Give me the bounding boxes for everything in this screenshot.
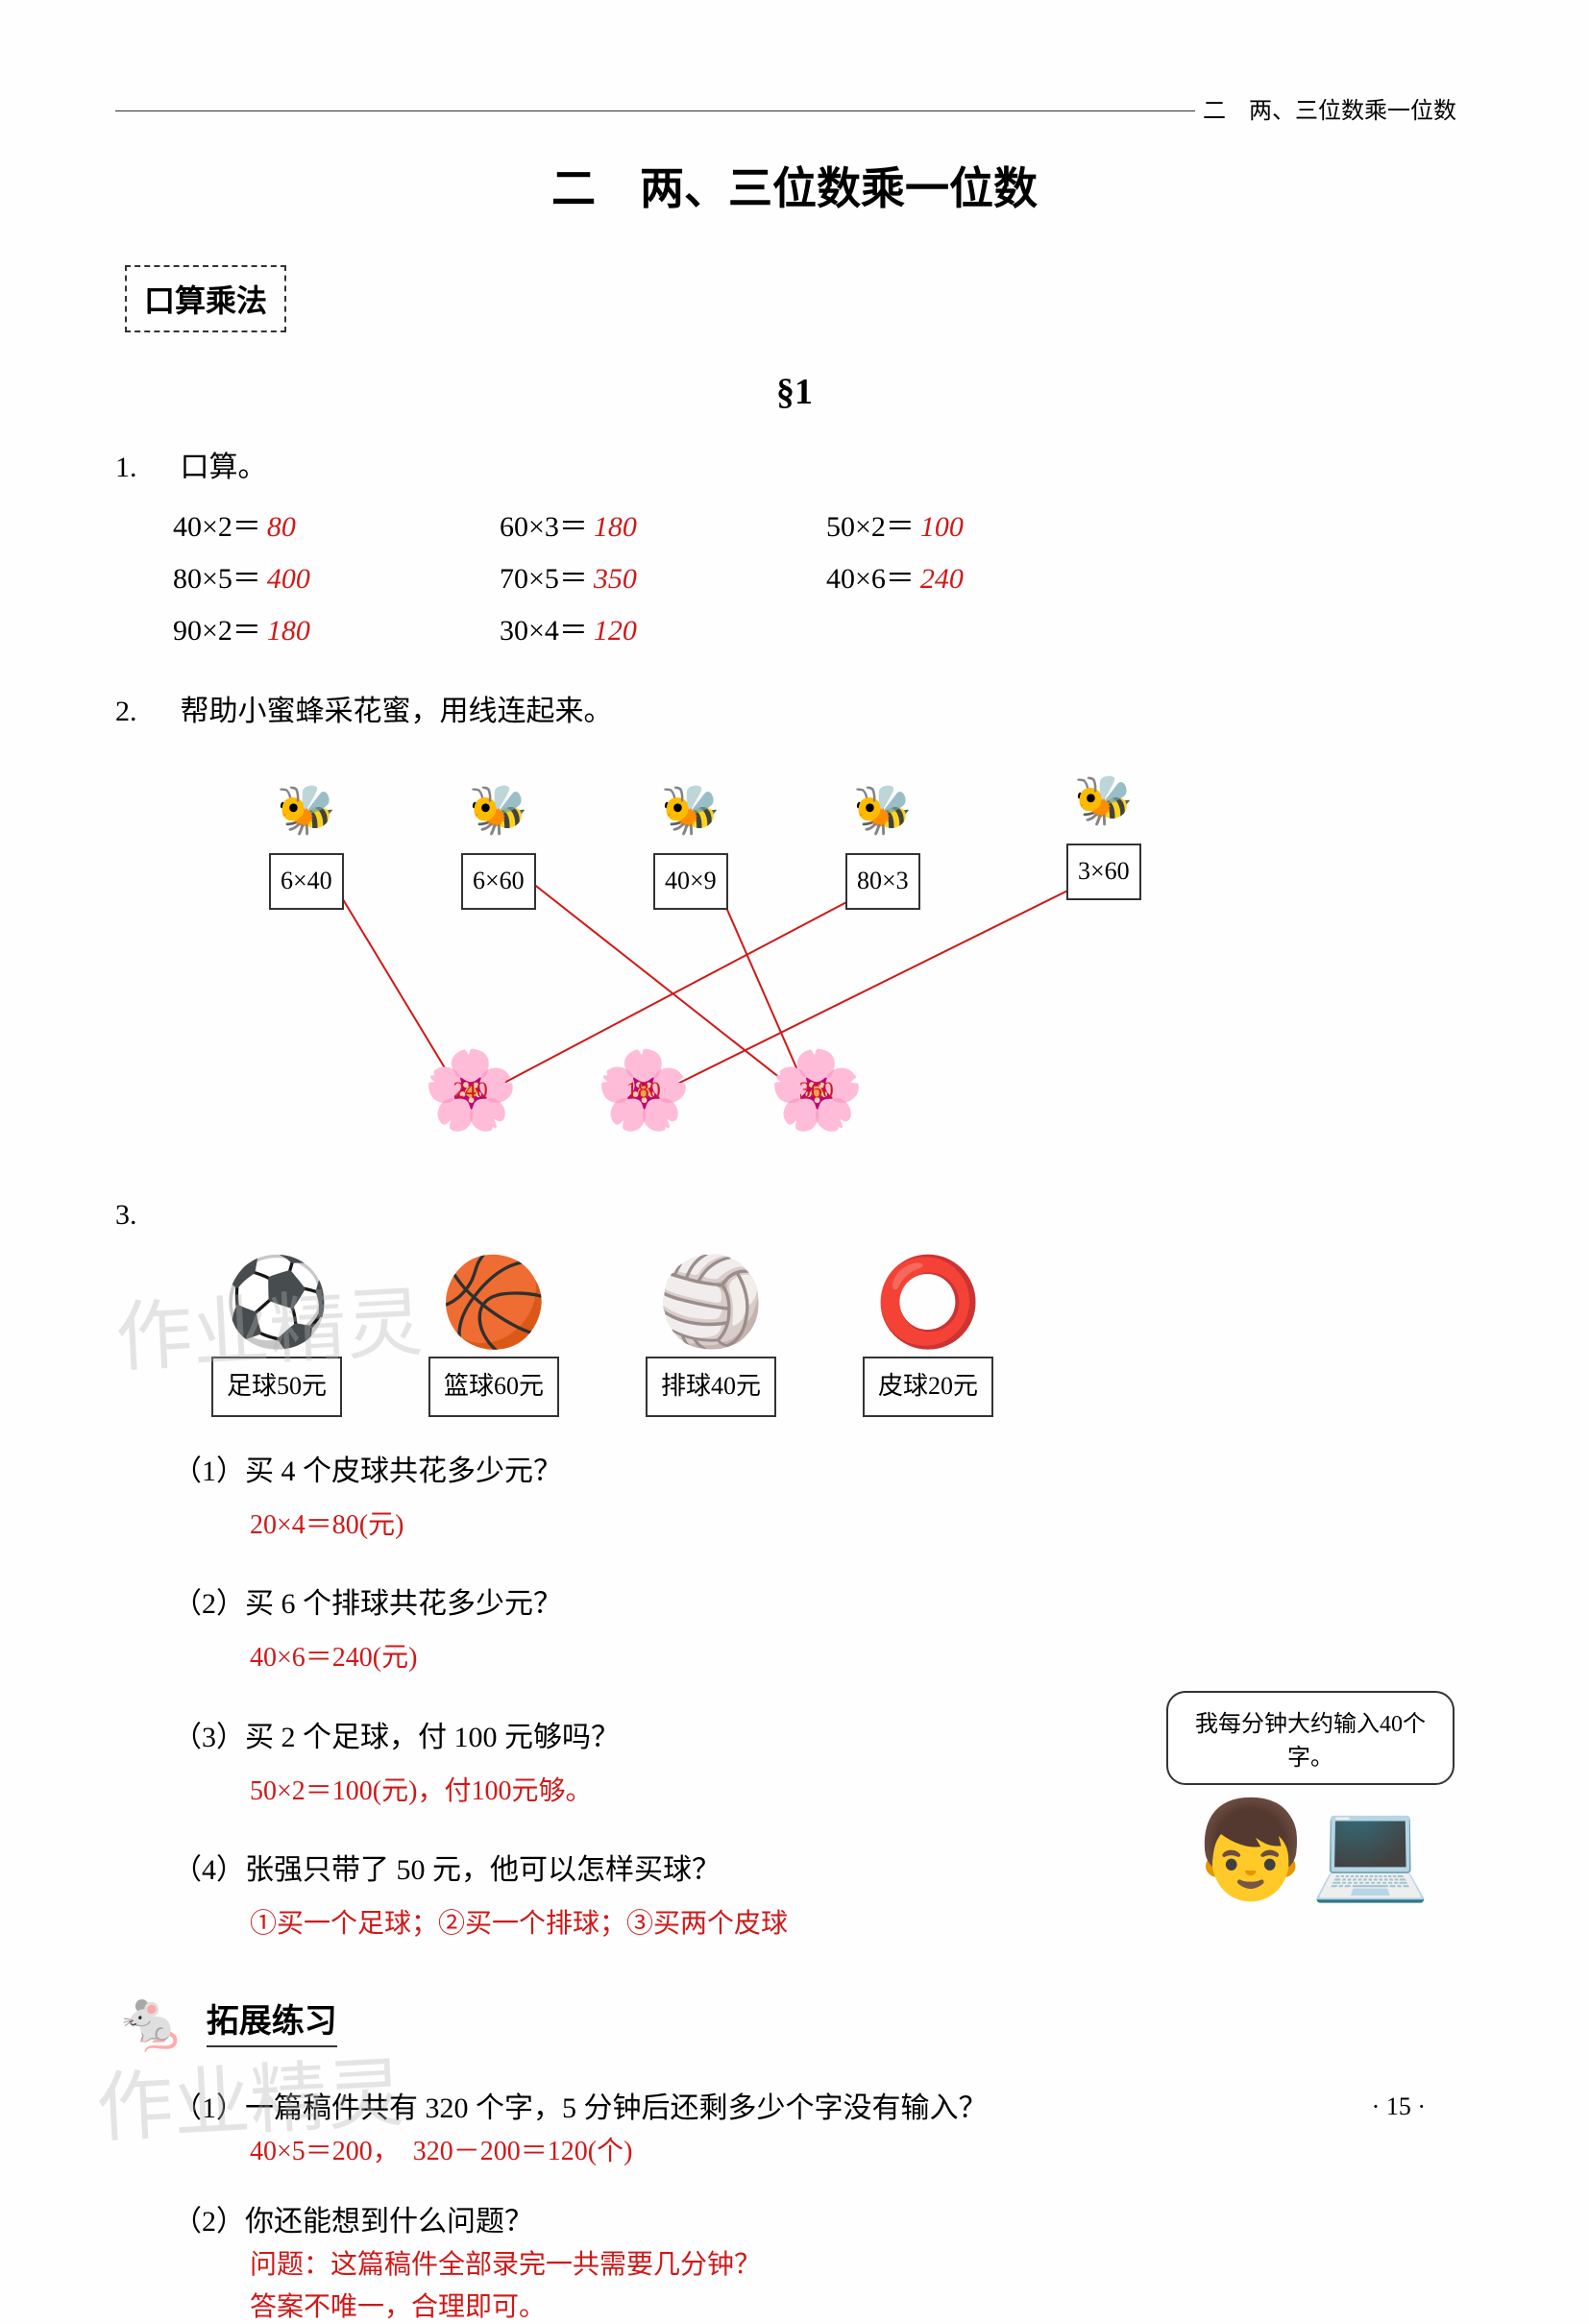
- bee-icon: 🐝: [269, 767, 344, 853]
- p1-label: 1.: [115, 442, 173, 494]
- chapter-title: 二 两、三位数乘一位数: [115, 154, 1474, 217]
- calc-item: 60×3＝180: [500, 501, 826, 553]
- ball-icon: ⭕: [863, 1260, 993, 1347]
- sub-question: （2）买 6 个排球共花多少元？: [173, 1578, 1474, 1630]
- flower-item: 🌸360: [769, 1022, 865, 1161]
- ball-label: 排球40元: [646, 1357, 776, 1417]
- calc-grid: 40×2＝80 60×3＝180 50×2＝100 80×5＝400 70×5＝…: [173, 501, 1474, 657]
- ball-label: 篮球60元: [428, 1357, 559, 1417]
- bee-label: 80×3: [845, 853, 920, 910]
- calc-item: 40×2＝80: [173, 501, 500, 553]
- p3-label: 3.: [115, 1189, 173, 1241]
- flower-icon: 🌸240: [423, 1022, 519, 1161]
- flower-item: 🌸240: [423, 1022, 519, 1161]
- speech-area: 我每分钟大约输入40个字。 👦💻: [1166, 1691, 1455, 1907]
- bee-label: 40×9: [653, 853, 728, 910]
- problem-2: 2. 帮助小蜜蜂采花蜜，用线连起来。 🐝6×40🐝6×60🐝40×9🐝80×3🐝…: [115, 686, 1474, 1161]
- balls-row: ⚽ 足球50元 🏀 篮球60元 🏐 排球40元 ⭕ 皮球20元: [211, 1260, 1474, 1417]
- header-chapter: 二 两、三位数乘一位数: [1195, 91, 1464, 125]
- ball-label: 皮球20元: [863, 1357, 993, 1417]
- ball-label: 足球50元: [211, 1357, 342, 1417]
- boy-computer-icon: 👦💻: [1190, 1795, 1430, 1907]
- flower-label: 240: [453, 1070, 488, 1112]
- page-number: · 15 ·: [1372, 2092, 1426, 2121]
- calc-item: 40×6＝240: [826, 553, 1153, 605]
- calc-item: 70×5＝350: [500, 553, 826, 605]
- flower-label: 360: [799, 1070, 834, 1112]
- ball-item: 🏀 篮球60元: [428, 1260, 559, 1417]
- section-number: §1: [115, 371, 1474, 413]
- sub-question: （1）买 4 个皮球共花多少元？: [173, 1446, 1474, 1498]
- ball-item: ⭕ 皮球20元: [863, 1260, 993, 1417]
- bee-label: 6×40: [269, 853, 344, 910]
- p2-title: 帮助小蜜蜂采花蜜，用线连起来。: [181, 696, 613, 727]
- ball-item: 🏐 排球40元: [646, 1260, 776, 1417]
- ball-icon: ⚽: [211, 1260, 342, 1347]
- bee-icon: 🐝: [461, 767, 536, 853]
- calc-item: 90×2＝180: [173, 605, 500, 657]
- calc-item: 80×5＝400: [173, 553, 500, 605]
- bee-icon: 🐝: [653, 767, 728, 853]
- ext-question: （2）你还能想到什么问题？: [173, 2197, 1038, 2239]
- section-box: 口算乘法: [125, 265, 286, 332]
- problem-1: 1. 口算。 40×2＝80 60×3＝180 50×2＝100 80×5＝40…: [115, 442, 1474, 657]
- bee-diagram: 🐝6×40🐝6×60🐝40×9🐝80×3🐝3×60 🌸240🌸180🌸360: [192, 757, 1474, 1161]
- ball-icon: 🏀: [428, 1260, 559, 1347]
- bee-label: 6×60: [461, 853, 536, 910]
- sub-answer: ①买一个足球；②买一个排球；③买两个皮球: [250, 1900, 1474, 1948]
- bee-icon: 🐝: [1066, 757, 1141, 844]
- ext-answer: 问题：这篇稿件全部录完一共需要几分钟？: [250, 2243, 1474, 2282]
- ext-answer-note: 答案不唯一，合理即可。: [250, 2286, 1474, 2324]
- ext-answer: 40×5＝200， 320－200＝120(个): [250, 2130, 1474, 2168]
- flower-icon: 🌸180: [596, 1022, 692, 1161]
- flower-label: 180: [626, 1070, 661, 1112]
- calc-item: 30×4＝120: [500, 605, 826, 657]
- p1-title: 口算。: [181, 452, 267, 483]
- bee-item: 🐝40×9: [653, 767, 728, 910]
- ext-question: （1）一篇稿件共有 320 个字，5 分钟后还剩多少个字没有输入？: [173, 2084, 1038, 2126]
- sub-answer: 40×6＝240(元): [250, 1634, 1474, 1682]
- flower-icon: 🌸360: [769, 1022, 865, 1161]
- bee-item: 🐝6×60: [461, 767, 536, 910]
- p2-label: 2.: [115, 686, 173, 738]
- flower-item: 🌸180: [596, 1022, 692, 1161]
- extension-title: 拓展练习: [207, 1994, 337, 2047]
- bee-item: 🐝6×40: [269, 767, 344, 910]
- bee-label: 3×60: [1066, 844, 1141, 900]
- calc-item: 50×2＝100: [826, 501, 1153, 553]
- bee-icon: 🐝: [845, 767, 920, 853]
- ball-item: ⚽ 足球50元: [211, 1260, 342, 1417]
- speech-bubble: 我每分钟大约输入40个字。: [1166, 1691, 1455, 1785]
- ball-icon: 🏐: [646, 1260, 776, 1347]
- bee-item: 🐝80×3: [845, 767, 920, 910]
- bee-item: 🐝3×60: [1066, 757, 1141, 900]
- mouse-icon: 🐁: [115, 1987, 187, 2055]
- extension-header: 🐁 拓展练习: [115, 1987, 1474, 2055]
- sub-answer: 20×4＝80(元): [250, 1502, 1474, 1550]
